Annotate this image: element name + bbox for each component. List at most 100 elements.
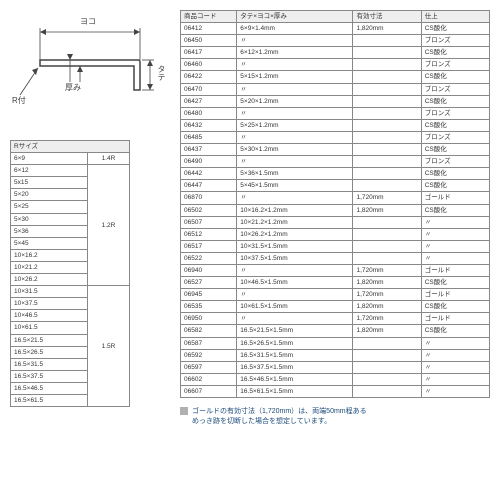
r-size-cell: 16.5×61.5 <box>11 394 88 406</box>
spec-cell: 06945 <box>181 289 237 301</box>
spec-cell: 〃 <box>421 385 489 397</box>
spec-cell <box>353 131 421 143</box>
spec-cell: 5×25×1.2mm <box>237 119 353 131</box>
spec-cell: 06587 <box>181 337 237 349</box>
spec-cell: 06412 <box>181 23 237 35</box>
spec-cell: CS酸化 <box>421 277 489 289</box>
r-size-cell: 10×37.5 <box>11 298 88 310</box>
spec-cell: 06460 <box>181 59 237 71</box>
spec-cell <box>353 156 421 168</box>
spec-cell: 〃 <box>237 156 353 168</box>
spec-cell: 1,820mm <box>353 23 421 35</box>
spec-cell: 06480 <box>181 107 237 119</box>
spec-cell: 10×21.2×1.2mm <box>237 216 353 228</box>
spec-cell <box>353 168 421 180</box>
spec-cell: 1,820mm <box>353 277 421 289</box>
spec-header-cell: 商品コード <box>181 11 237 23</box>
spec-table: 商品コードタテ×ヨコ×厚み有効寸法仕上 064126×9×1.4mm1,820m… <box>180 10 490 398</box>
spec-cell <box>353 240 421 252</box>
spec-cell: 〃 <box>237 313 353 325</box>
spec-cell: 〃 <box>237 289 353 301</box>
r-size-cell: 16.5×31.5 <box>11 358 88 370</box>
r-size-cell: 5×25 <box>11 201 88 213</box>
spec-cell: 1,720mm <box>353 289 421 301</box>
spec-cell: CS酸化 <box>421 204 489 216</box>
spec-cell: 1,820mm <box>353 325 421 337</box>
spec-cell <box>353 71 421 83</box>
spec-cell: 〃 <box>237 131 353 143</box>
spec-cell: 06442 <box>181 168 237 180</box>
spec-cell: ゴールド <box>421 264 489 276</box>
spec-cell: 06502 <box>181 204 237 216</box>
spec-cell: 06522 <box>181 252 237 264</box>
spec-cell: 10×31.5×1.5mm <box>237 240 353 252</box>
spec-cell: 〃 <box>421 361 489 373</box>
spec-cell <box>353 95 421 107</box>
spec-cell: 10×46.5×1.5mm <box>237 277 353 289</box>
spec-cell: 1,720mm <box>353 313 421 325</box>
spec-cell <box>353 361 421 373</box>
spec-cell: 06870 <box>181 192 237 204</box>
spec-cell: CS酸化 <box>421 95 489 107</box>
r-size-cell: 6×12 <box>11 165 88 177</box>
spec-cell <box>353 349 421 361</box>
spec-cell: 5×45×1.5mm <box>237 180 353 192</box>
spec-cell: 〃 <box>237 59 353 71</box>
spec-cell: ゴールド <box>421 192 489 204</box>
spec-cell: 06527 <box>181 277 237 289</box>
label-atsumi: 厚み <box>65 82 81 93</box>
spec-cell: CS酸化 <box>421 325 489 337</box>
spec-cell: 16.5×61.5×1.5mm <box>237 385 353 397</box>
spec-cell: 06607 <box>181 385 237 397</box>
spec-cell: 6×12×1.2mm <box>237 47 353 59</box>
spec-cell: 06470 <box>181 83 237 95</box>
spec-cell: 1,820mm <box>353 204 421 216</box>
spec-cell: CS酸化 <box>421 180 489 192</box>
profile-diagram: ヨコ タテ R付 厚み <box>10 10 170 120</box>
spec-cell: 16.5×46.5×1.5mm <box>237 373 353 385</box>
spec-cell: 06432 <box>181 119 237 131</box>
r-size-cell: 5×45 <box>11 237 88 249</box>
r-size-cell: 10×21.2 <box>11 261 88 273</box>
r-size-cell: 10×61.5 <box>11 322 88 334</box>
spec-cell: ゴールド <box>421 289 489 301</box>
spec-cell: 06490 <box>181 156 237 168</box>
spec-cell: 06582 <box>181 325 237 337</box>
spec-cell: 〃 <box>237 35 353 47</box>
spec-cell: 06417 <box>181 47 237 59</box>
spec-cell: ブロンズ <box>421 156 489 168</box>
spec-cell: 06427 <box>181 95 237 107</box>
label-tate: タテ <box>156 65 167 81</box>
spec-cell <box>353 216 421 228</box>
spec-cell: 〃 <box>421 240 489 252</box>
spec-cell <box>353 252 421 264</box>
spec-cell: 1,720mm <box>353 192 421 204</box>
r-size-cell: 16.5×26.5 <box>11 346 88 358</box>
spec-cell: CS酸化 <box>421 119 489 131</box>
spec-header-cell: 仕上 <box>421 11 489 23</box>
spec-cell: 6×9×1.4mm <box>237 23 353 35</box>
r-size-cell: 10×26.2 <box>11 274 88 286</box>
spec-cell: 〃 <box>421 216 489 228</box>
r-table-header: Rサイズ <box>11 141 130 153</box>
spec-cell: CS酸化 <box>421 23 489 35</box>
spec-cell: 10×37.5×1.5mm <box>237 252 353 264</box>
spec-cell: 〃 <box>237 192 353 204</box>
spec-cell: 16.5×37.5×1.5mm <box>237 361 353 373</box>
spec-cell: 16.5×21.5×1.5mm <box>237 325 353 337</box>
spec-cell <box>353 373 421 385</box>
spec-cell: 5×36×1.5mm <box>237 168 353 180</box>
spec-cell: 06485 <box>181 131 237 143</box>
footnote: ゴールドの有効寸法（1,720mm）は、両端50mm程ある めっき跡を切断した場… <box>180 406 490 426</box>
spec-cell: CS酸化 <box>421 301 489 313</box>
spec-cell <box>353 385 421 397</box>
spec-cell: 06950 <box>181 313 237 325</box>
spec-cell: 06447 <box>181 180 237 192</box>
r-size-cell: 5x15 <box>11 177 88 189</box>
spec-cell: 16.5×26.5×1.5mm <box>237 337 353 349</box>
spec-cell: 〃 <box>421 252 489 264</box>
spec-cell <box>353 228 421 240</box>
spec-cell: ブロンズ <box>421 131 489 143</box>
spec-cell: 10×16.2×1.2mm <box>237 204 353 216</box>
spec-cell <box>353 35 421 47</box>
